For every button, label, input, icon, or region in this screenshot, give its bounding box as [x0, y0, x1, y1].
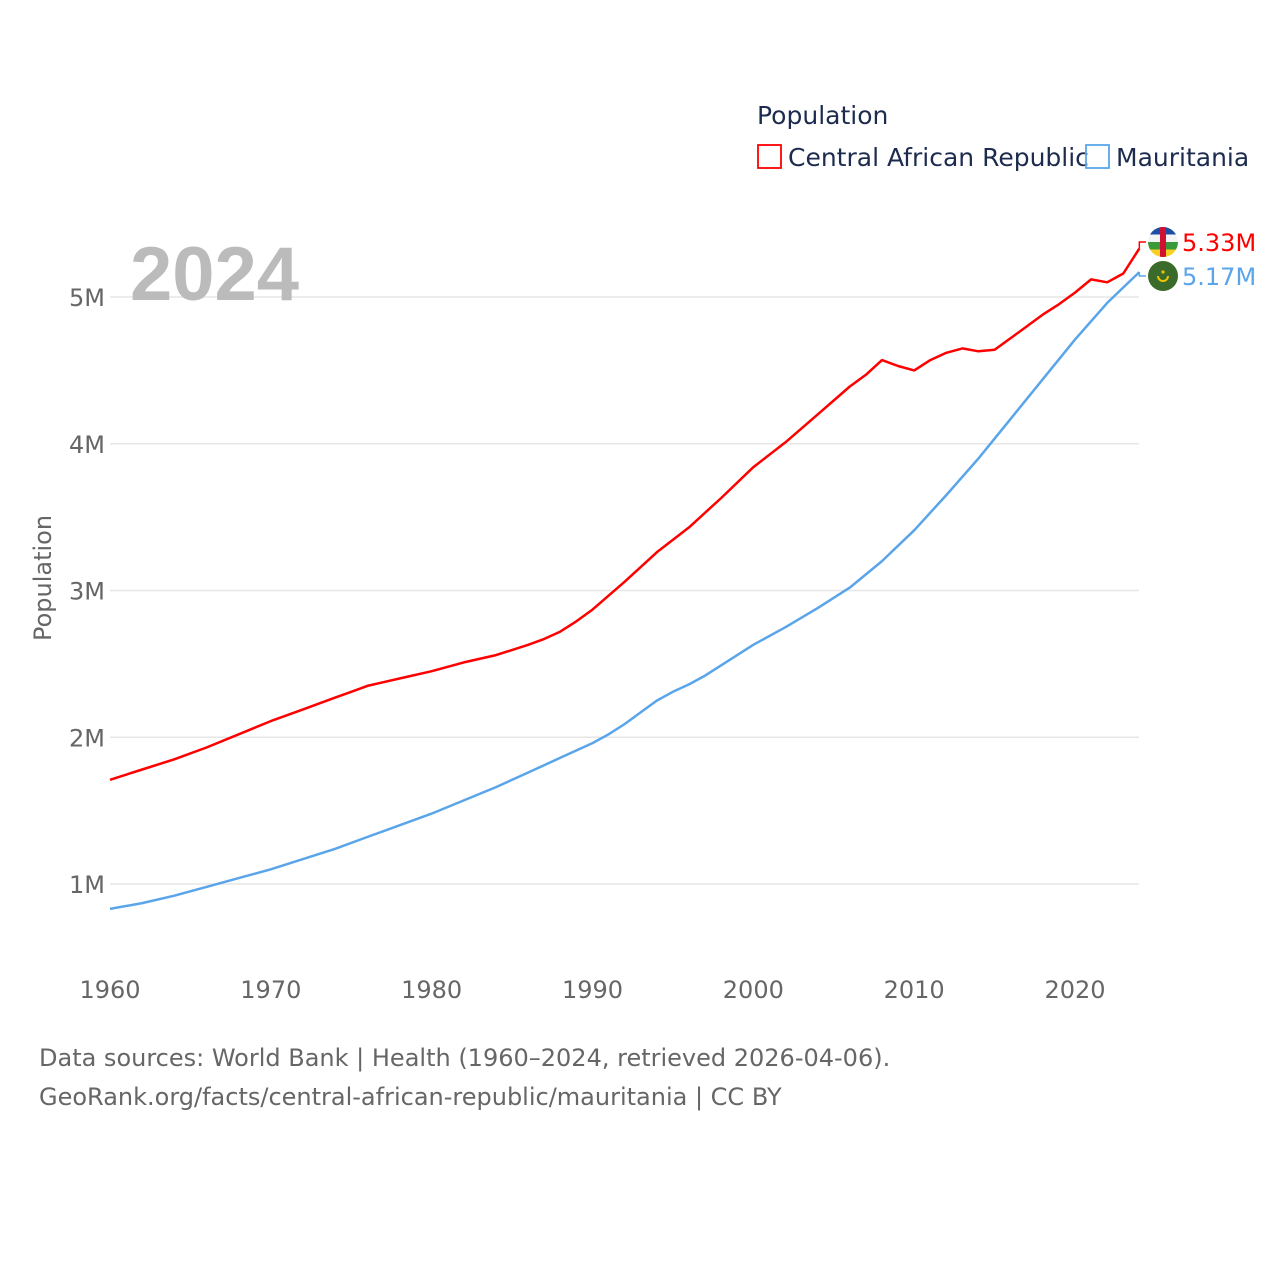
central-african-republic-flag-icon: [1148, 227, 1178, 257]
x-tick-label: 2020: [1044, 976, 1105, 1004]
y-axis-label: Population: [29, 515, 57, 641]
y-tick-label: 1M: [69, 871, 105, 899]
x-tick-label: 2000: [723, 976, 784, 1004]
y-tick-label: 5M: [69, 284, 105, 312]
x-tick-label: 1990: [562, 976, 623, 1004]
end-connector: [1138, 241, 1146, 249]
year-watermark: 2024: [130, 232, 299, 317]
legend-item[interactable]: Mauritania: [1085, 143, 1249, 172]
x-tick-label: 1980: [401, 976, 462, 1004]
mauritania-flag-icon: [1148, 261, 1178, 291]
end-connector: [1138, 272, 1146, 277]
footer-sources: Data sources: World Bank | Health (1960–…: [39, 1044, 891, 1072]
legend-swatch: [1085, 144, 1110, 169]
x-tick-label: 1970: [240, 976, 301, 1004]
y-tick-label: 3M: [69, 578, 105, 606]
y-tick-label: 2M: [69, 724, 105, 752]
legend-label: Central African Republic: [788, 143, 1089, 172]
footer-url[interactable]: GeoRank.org/facts/central-african-republ…: [39, 1083, 782, 1111]
y-tick-label: 4M: [69, 431, 105, 459]
end-value-label: 5.33M: [1182, 229, 1256, 257]
end-value-label: 5.17M: [1182, 263, 1256, 291]
legend-title: Population: [757, 101, 888, 130]
series-line-mauritania: [109, 271, 1141, 911]
legend-item[interactable]: Central African Republic: [757, 143, 1089, 172]
x-tick-label: 2010: [884, 976, 945, 1004]
series-line-central-african-republic: [109, 247, 1141, 781]
legend-label: Mauritania: [1116, 143, 1249, 172]
legend-swatch: [757, 144, 782, 169]
x-tick-label: 1960: [79, 976, 140, 1004]
